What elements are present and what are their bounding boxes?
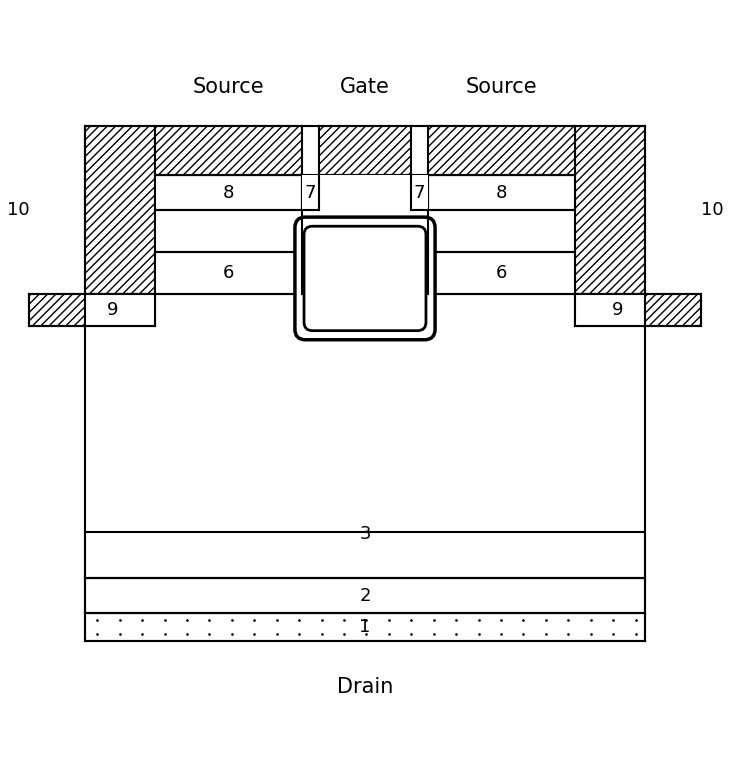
Bar: [428, 252, 575, 294]
Text: 7: 7: [414, 183, 425, 202]
Bar: [155, 175, 302, 210]
Bar: [155, 252, 302, 294]
Text: 8: 8: [496, 183, 507, 202]
Bar: [85, 532, 645, 578]
Text: Drain: Drain: [337, 677, 393, 697]
Text: 6: 6: [223, 265, 234, 282]
Bar: [85, 613, 645, 641]
Text: 1: 1: [359, 618, 371, 636]
Text: Source: Source: [193, 77, 264, 98]
Bar: [320, 126, 410, 175]
Text: 10: 10: [7, 201, 29, 219]
Text: 2: 2: [359, 587, 371, 605]
Text: Gate: Gate: [340, 77, 390, 98]
Text: 5: 5: [359, 311, 371, 329]
Bar: [85, 126, 155, 294]
Bar: [428, 126, 575, 175]
Text: 7: 7: [305, 183, 316, 202]
Bar: [155, 126, 302, 175]
Bar: [575, 294, 702, 326]
Text: 9: 9: [612, 301, 623, 319]
Bar: [302, 175, 428, 333]
Text: 6: 6: [496, 265, 507, 282]
Bar: [428, 175, 575, 210]
Text: 9: 9: [107, 301, 118, 319]
FancyBboxPatch shape: [304, 226, 426, 330]
Text: 3: 3: [359, 525, 371, 543]
Text: Source: Source: [466, 77, 537, 98]
Bar: [410, 175, 428, 210]
Bar: [575, 126, 645, 294]
Bar: [302, 175, 320, 210]
FancyBboxPatch shape: [295, 217, 435, 340]
Bar: [28, 294, 155, 326]
Text: 8: 8: [223, 183, 234, 202]
Bar: [575, 294, 645, 326]
Text: 10: 10: [701, 201, 723, 219]
Bar: [85, 294, 155, 326]
Text: 4: 4: [359, 259, 371, 277]
Bar: [85, 578, 645, 613]
